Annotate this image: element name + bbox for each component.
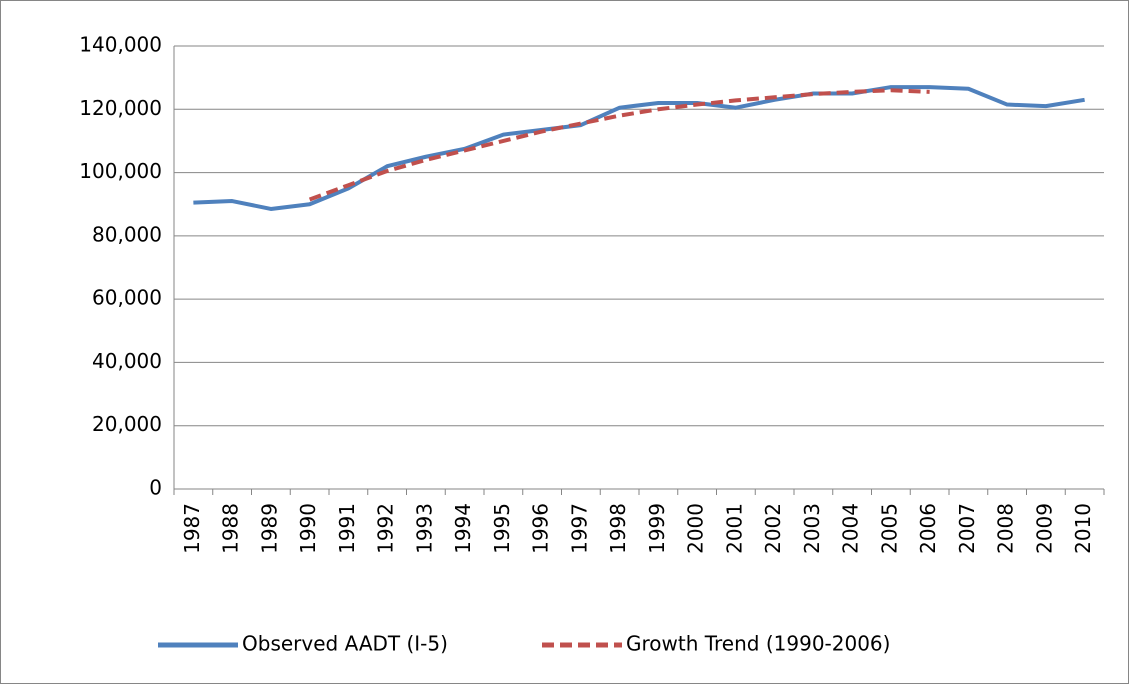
x-tick-label: 1990 [296, 503, 320, 554]
y-tick-label: 20,000 [92, 412, 162, 436]
x-tick-label: 1987 [180, 503, 204, 554]
x-tick-label: 2008 [994, 503, 1018, 554]
y-tick-label: 80,000 [92, 222, 162, 246]
x-tick-label: 1999 [645, 503, 669, 554]
y-tick-label: 60,000 [92, 286, 162, 310]
x-tick-label: 1994 [451, 503, 475, 554]
x-tick-label: 1988 [219, 503, 243, 554]
y-tick-label: 140,000 [79, 33, 162, 57]
y-tick-label: 100,000 [79, 159, 162, 183]
y-tick-label: 0 [149, 476, 162, 500]
x-tick-label: 2009 [1032, 503, 1056, 554]
x-tick-label: 2002 [761, 503, 785, 554]
x-tick-label: 2007 [955, 503, 979, 554]
x-tick-label: 2003 [800, 503, 824, 554]
x-tick-label: 1992 [374, 503, 398, 554]
x-tick-label: 1991 [335, 503, 359, 554]
x-tick-label: 2005 [877, 503, 901, 554]
x-tick-label: 2010 [1071, 503, 1095, 554]
legend-label: Growth Trend (1990-2006) [626, 632, 890, 656]
x-tick-label: 1993 [412, 503, 436, 554]
legend-label: Observed AADT (I-5) [242, 632, 448, 656]
x-tick-label: 1997 [567, 503, 591, 554]
x-tick-label: 1996 [529, 503, 553, 554]
series-line [308, 88, 930, 202]
x-tick-label: 1995 [490, 503, 514, 554]
x-tick-label: 2000 [684, 503, 708, 554]
y-tick-label: 120,000 [79, 96, 162, 120]
x-tick-label: 2001 [722, 503, 746, 554]
x-tick-label: 1989 [257, 503, 281, 554]
y-tick-label: 40,000 [92, 349, 162, 373]
x-tick-label: 2006 [916, 503, 940, 554]
series-line [193, 85, 1085, 211]
x-tick-label: 1998 [606, 503, 630, 554]
x-tick-label: 2004 [839, 503, 863, 554]
